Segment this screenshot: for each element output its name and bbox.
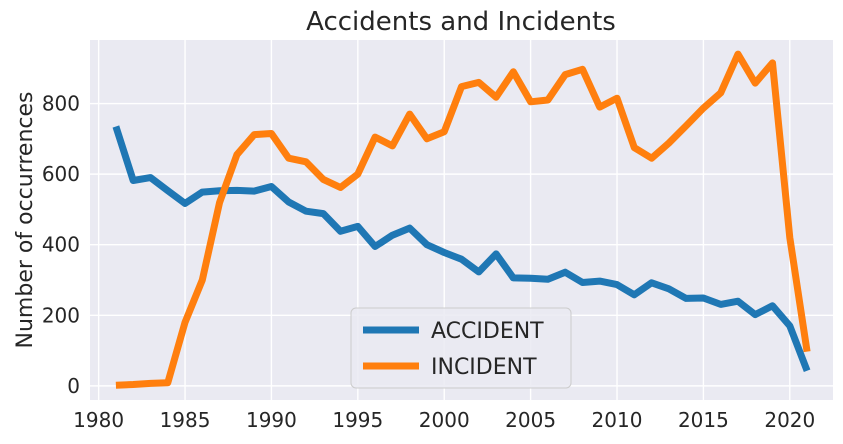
- x-tick-labels: 1980 1985 1990 1995 2000 2005 2010 2015 2020: [73, 408, 815, 432]
- x-tick-label: 2010: [592, 408, 643, 432]
- y-tick-label: 400: [42, 233, 80, 257]
- legend: ACCIDENT INCIDENT: [350, 307, 572, 389]
- y-tick-label: 800: [42, 92, 80, 116]
- x-tick-label: 1990: [246, 408, 297, 432]
- x-tick-label: 2005: [505, 408, 556, 432]
- y-tick-labels: 0 200 400 600 800: [42, 92, 80, 398]
- x-tick-label: 1980: [73, 408, 124, 432]
- y-axis-label: Number of occurrences: [13, 92, 38, 349]
- x-tick-label: 1985: [160, 408, 211, 432]
- x-tick-label: 2000: [419, 408, 470, 432]
- legend-entry: ACCIDENT: [431, 319, 544, 344]
- x-tick-label: 2015: [678, 408, 729, 432]
- series-line-accident: [112, 125, 811, 372]
- y-tick-label: 200: [42, 303, 80, 327]
- y-tick-label: 600: [42, 162, 80, 186]
- x-tick-label: 2020: [764, 408, 815, 432]
- y-tick-label: 0: [67, 374, 80, 398]
- x-tick-label: 1995: [332, 408, 383, 432]
- chart-title: Accidents and Incidents: [306, 7, 616, 37]
- series-line-incident: [115, 50, 811, 389]
- legend-entry: INCIDENT: [431, 355, 537, 380]
- series-lines: [112, 50, 811, 389]
